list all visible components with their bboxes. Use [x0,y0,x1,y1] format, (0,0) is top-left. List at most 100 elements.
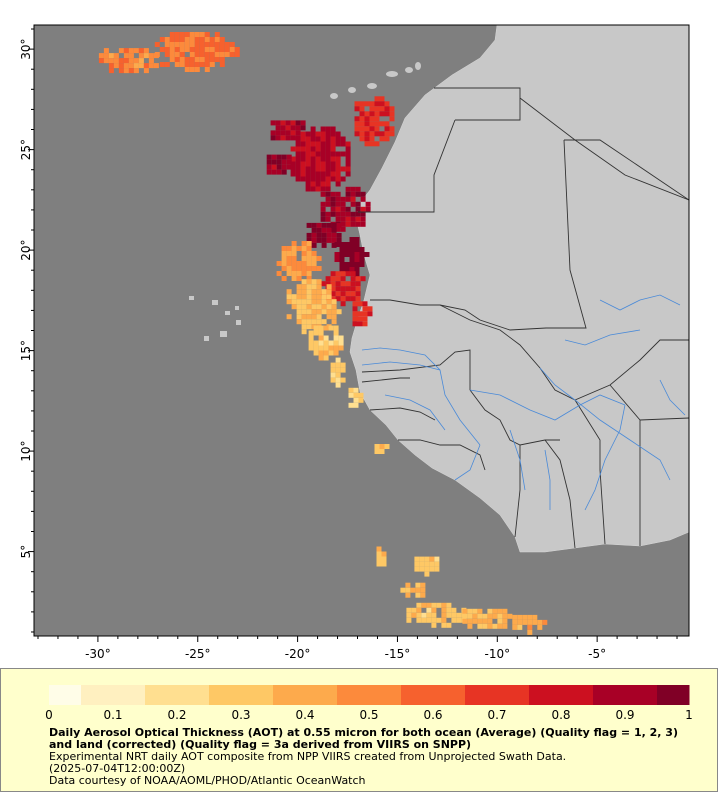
aot-cell [318,325,324,331]
aot-cell [350,191,356,197]
aot-cell [355,211,361,217]
aot-region [330,357,346,388]
aot-cell [306,309,312,315]
aot-cell [374,116,380,122]
aot-cell [280,125,286,131]
colorbar-tick-label: 1 [685,708,693,722]
aot-cell [376,546,382,552]
colorbar-cell [225,685,242,705]
aot-cell [467,623,473,629]
colorbar-cell [609,685,626,705]
aot-cell [290,171,296,177]
aot-cell [345,196,351,202]
aot-cell [354,131,360,137]
aot-cell [441,617,447,623]
aot-cell [300,125,306,131]
aot-cell [451,612,457,618]
aot-cell [360,216,366,222]
colorbar-tick-label: 0 [45,708,53,722]
aot-cell [290,166,296,172]
aot-cell [286,246,292,251]
aot-cell [281,266,287,271]
aot-cell [359,116,365,122]
aot-cell [424,571,430,577]
colorbar-cell [385,685,402,705]
aot-cell [316,232,322,238]
aot-cell [340,136,346,142]
aot-cell [374,126,380,132]
aot-cell [542,619,548,625]
aot-cell [421,612,427,618]
colorbar-cell [561,685,578,705]
aot-cell [355,186,361,192]
aot-cell [123,58,129,64]
aot-cell [179,37,185,42]
aot-cell [280,135,286,141]
aot-cell [310,141,316,147]
colorbar-tick-label: 0.2 [167,708,186,722]
aot-cell [305,131,311,137]
aot-cell [354,267,360,272]
colorbar-cell [97,685,114,705]
aot-cell [291,271,297,276]
aot-region [348,387,364,408]
aot-cell [335,206,341,212]
aot-cell [502,618,508,624]
aot-cell [335,136,341,142]
aot-cell [381,551,387,557]
aot-cell [339,267,345,272]
aot-cell [291,276,297,281]
aot-cell [426,602,432,608]
aot-cell [357,301,363,307]
aot-cell [118,68,124,74]
aot-cell [311,261,317,266]
aot-region [286,279,342,335]
aot-cell [199,37,205,42]
aot-cell [434,566,440,572]
aot-cell [310,126,316,132]
aot-cell [214,42,220,47]
aot-cell [271,159,277,165]
aot-cell [379,96,385,102]
colorbar-tick-label: 0.9 [615,708,634,722]
aot-cell [184,62,190,67]
aot-cell [436,602,442,608]
aot-cell [271,164,277,170]
canary-islands [330,62,421,99]
aot-cell [326,289,332,295]
aot-cell [339,262,345,267]
aot-cell [194,47,200,52]
aot-cell [429,556,435,562]
aot-cell [477,613,483,619]
aot-cell [330,141,336,147]
aot-cell [355,281,361,287]
aot-cell [194,67,200,72]
aot-cell [340,201,346,207]
aot-cell [336,309,342,315]
aot-cell [194,42,200,47]
aot-cell [384,106,390,112]
aot-cell [308,335,314,341]
aot-cell [281,246,287,251]
aot-cell [174,52,180,57]
colorbar-cell [449,685,466,705]
aot-cell [281,251,287,256]
aot-cell [310,186,316,192]
aot-cell [275,120,281,126]
aot-cell [376,561,382,567]
aot-cell [305,151,311,157]
aot-cell [300,141,306,147]
aot-cell [286,251,292,256]
aot-cell [517,614,523,620]
aot-cell [335,377,341,383]
aot-cell [352,306,358,312]
aot-cell [335,131,341,137]
aot-cell [420,592,426,598]
colorbar-cell [289,685,306,705]
aot-cell [344,242,350,247]
axis-ticks [28,28,678,642]
aot-cell [340,271,346,277]
aot-cell [374,131,380,137]
aot-cell [118,58,124,64]
aot-cell [306,304,312,310]
